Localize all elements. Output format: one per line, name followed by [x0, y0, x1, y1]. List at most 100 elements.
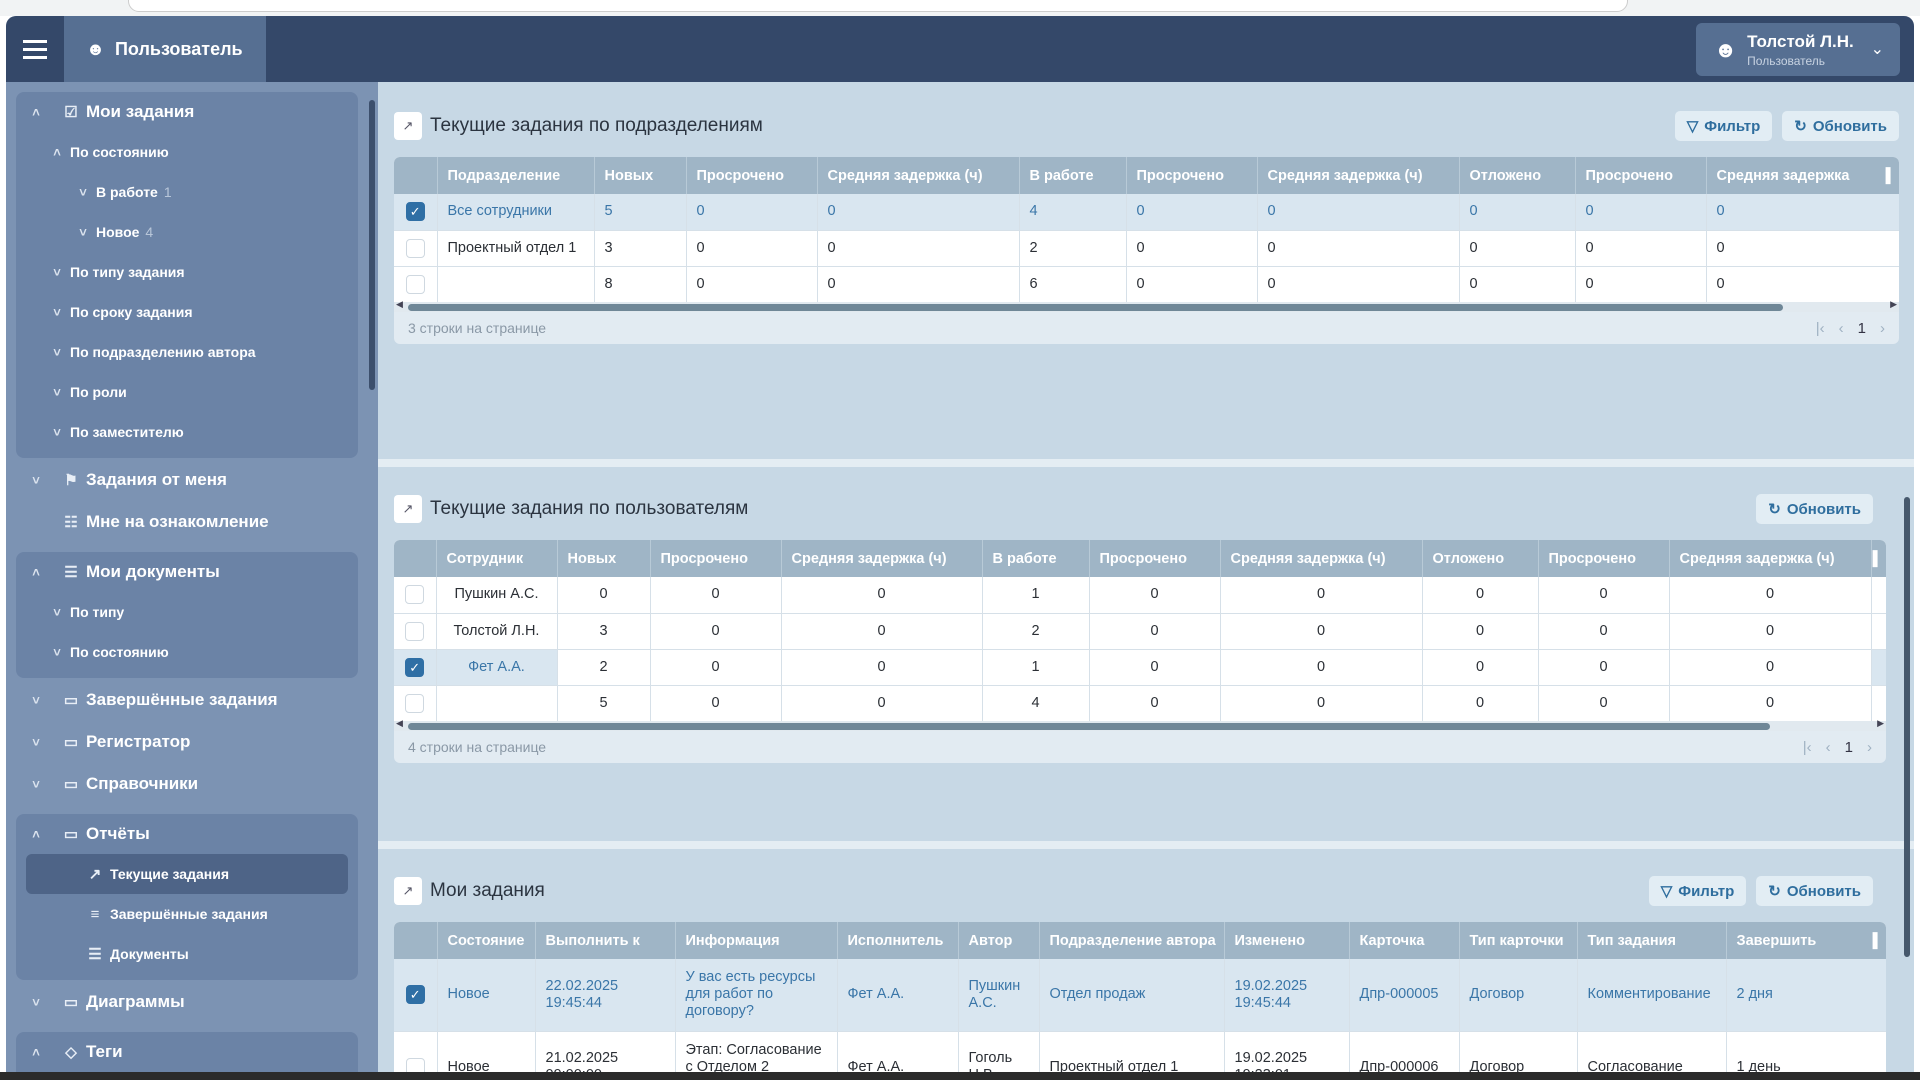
sidebar-subitem[interactable]: ˅ По подразделению автора: [16, 332, 358, 372]
chevron-down-icon[interactable]: ˅: [32, 994, 40, 1010]
column-header[interactable]: Подразделение: [437, 157, 595, 194]
column-header[interactable]: Завершить ▐: [1726, 922, 1886, 959]
chevron-down-icon[interactable]: ˅: [53, 424, 61, 440]
scroll-left-icon[interactable]: ◀: [396, 299, 403, 309]
address-bar[interactable]: [128, 0, 1628, 12]
sidebar-subitem[interactable]: ˅ В работе 1: [16, 172, 358, 212]
chevron-down-icon[interactable]: ˅: [53, 264, 61, 280]
column-header[interactable]: Информация: [675, 922, 838, 959]
column-settings-icon[interactable]: ▐: [1880, 167, 1891, 183]
sidebar-subitem[interactable]: ˅ По сроку задания: [16, 292, 358, 332]
scrollbar-thumb[interactable]: [408, 723, 1770, 730]
first-page-icon[interactable]: |‹: [1815, 319, 1825, 337]
sidebar-item[interactable]: ˅ ▭ Диаграммы: [16, 982, 358, 1022]
sidebar-item[interactable]: ˅ ▭ Завершённые задания: [16, 680, 358, 720]
sidebar-subitem[interactable]: ☰ Документы: [16, 934, 358, 974]
sidebar-subitem[interactable]: ˄ По состоянию: [16, 132, 358, 172]
refresh-button[interactable]: ↻ Обновить: [1782, 111, 1899, 141]
sidebar-subitem[interactable]: ˅ По заместителю: [16, 412, 358, 452]
row-checkbox[interactable]: [405, 585, 425, 605]
column-header[interactable]: Тип задания: [1577, 922, 1727, 959]
menu-button[interactable]: [6, 16, 64, 82]
chevron-up-icon[interactable]: ˄: [32, 564, 40, 580]
column-header[interactable]: Средняя задержка (ч): [1669, 540, 1872, 577]
chevron-up-icon[interactable]: ˄: [32, 1044, 40, 1060]
row-checkbox[interactable]: [405, 238, 425, 258]
column-header[interactable]: Выполнить к: [535, 922, 676, 959]
row-checkbox[interactable]: [405, 1057, 425, 1072]
sidebar-subitem[interactable]: ˅ По состоянию: [16, 632, 358, 672]
row-checkbox[interactable]: [405, 274, 425, 294]
sidebar-subitem[interactable]: ↗ Текущие задания: [26, 854, 348, 894]
column-header[interactable]: Отложено: [1422, 540, 1539, 577]
table-row[interactable]: Толстой Л.Н. 3 0 0 2 0 0 0 0 0: [394, 613, 1886, 650]
chevron-down-icon[interactable]: ˅: [53, 304, 61, 320]
sidebar-subitem[interactable]: ≡ Завершённые задания: [16, 894, 358, 934]
vertical-scrollbar[interactable]: [1902, 487, 1912, 1072]
user-menu[interactable]: ☻ Толстой Л.Н. Пользователь ⌄: [1696, 23, 1900, 76]
chevron-up-icon[interactable]: ˄: [53, 144, 61, 160]
filter-button[interactable]: ▽ Фильтр: [1674, 111, 1773, 141]
horizontal-scrollbar[interactable]: ◀ ▶: [394, 718, 1886, 731]
sidebar-subitem[interactable]: ˅ По типу задания: [16, 252, 358, 292]
column-header[interactable]: Средняя задержка (ч): [1220, 540, 1423, 577]
select-all-column[interactable]: [394, 922, 438, 959]
column-header[interactable]: Тип карточки: [1459, 922, 1578, 959]
chevron-down-icon[interactable]: ˅: [53, 604, 61, 620]
column-header[interactable]: Новых: [594, 157, 687, 194]
next-page-icon[interactable]: ›: [1880, 319, 1885, 337]
refresh-button[interactable]: ↻ Обновить: [1756, 876, 1873, 906]
chevron-down-icon[interactable]: ˅: [53, 344, 61, 360]
column-header[interactable]: Карточка: [1349, 922, 1460, 959]
column-header[interactable]: Средняя задержка ▐: [1706, 157, 1899, 194]
sidebar-item[interactable]: ˅ ▭ Регистратор: [16, 722, 358, 762]
sidebar-item[interactable]: ˄ ☑ Мои задания: [16, 92, 358, 132]
column-header[interactable]: Средняя задержка (ч): [1257, 157, 1460, 194]
column-header[interactable]: Автор: [958, 922, 1040, 959]
chevron-up-icon[interactable]: ˄: [32, 104, 40, 120]
row-checkbox[interactable]: ✓: [405, 202, 425, 222]
select-all-column[interactable]: [394, 157, 438, 194]
select-all-column[interactable]: [394, 540, 437, 577]
chevron-down-icon[interactable]: ˅: [53, 384, 61, 400]
sidebar-item[interactable]: ˄ ▭ Отчёты: [16, 814, 358, 854]
scroll-right-icon[interactable]: ▶: [1890, 299, 1897, 309]
row-checkbox[interactable]: [405, 693, 425, 713]
scroll-left-icon[interactable]: ◀: [396, 718, 403, 728]
chevron-down-icon[interactable]: ˅: [32, 734, 40, 750]
prev-page-icon[interactable]: ‹: [1825, 738, 1831, 756]
column-header[interactable]: Просрочено: [1538, 540, 1670, 577]
chevron-down-icon[interactable]: ˅: [32, 472, 40, 488]
column-header[interactable]: Просрочено: [1126, 157, 1258, 194]
chevron-down-icon[interactable]: ˅: [53, 644, 61, 660]
chevron-up-icon[interactable]: ˄: [32, 826, 40, 842]
chevron-down-icon[interactable]: ˅: [32, 692, 40, 708]
column-header[interactable]: Просрочено: [1089, 540, 1221, 577]
sidebar-scrollbar[interactable]: [368, 88, 376, 1066]
column-header[interactable]: Изменено: [1224, 922, 1350, 959]
sidebar-subitem[interactable]: ˅ По роли: [16, 372, 358, 412]
scrollbar-thumb[interactable]: [1904, 497, 1910, 957]
table-row[interactable]: ✓ Фет А.А. 2 0 0 1 0 0 0 0 0: [394, 649, 1886, 686]
column-header[interactable]: Новых: [557, 540, 651, 577]
filter-button[interactable]: ▽ Фильтр: [1648, 876, 1747, 906]
table-row[interactable]: ✓ Все сотрудники 5 0 0 4 0 0 0 0 0: [394, 194, 1899, 231]
column-settings-icon[interactable]: ▐: [1867, 932, 1878, 948]
sidebar-item[interactable]: ☷ Мне на ознакомление: [16, 502, 358, 542]
table-row[interactable]: Пушкин А.С. 0 0 0 1 0 0 0 0 0: [394, 577, 1886, 614]
first-page-icon[interactable]: |‹: [1802, 738, 1812, 756]
prev-page-icon[interactable]: ‹: [1838, 319, 1844, 337]
column-header[interactable]: В работе: [1019, 157, 1127, 194]
row-checkbox[interactable]: ✓: [405, 985, 425, 1005]
sidebar-item[interactable]: ˄ ◇ Теги: [16, 1032, 358, 1072]
chevron-down-icon[interactable]: ˅: [79, 184, 87, 200]
column-header[interactable]: Отложено: [1459, 157, 1576, 194]
chevron-down-icon[interactable]: ˅: [79, 224, 87, 240]
sidebar-subitem[interactable]: ˅ По типу: [16, 592, 358, 632]
column-header[interactable]: В работе: [982, 540, 1090, 577]
column-header[interactable]: Просрочено: [1575, 157, 1707, 194]
